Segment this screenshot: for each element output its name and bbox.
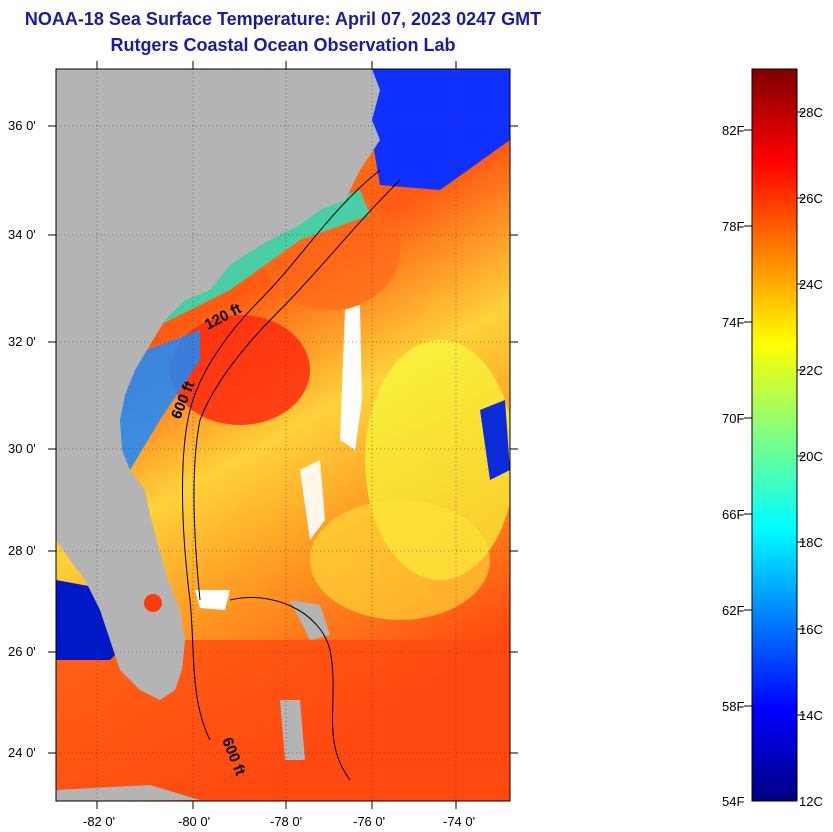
colorbar-f-ticks bbox=[744, 129, 752, 707]
colorbar-f-label: 70F bbox=[722, 411, 744, 426]
colorbar-c-label: 12C bbox=[799, 794, 823, 809]
lake-okeechobee bbox=[144, 594, 162, 612]
latitude-label: 26 0' bbox=[8, 644, 36, 659]
bathymetry-contour bbox=[193, 179, 401, 601]
latitude-label: 28 0' bbox=[8, 543, 36, 558]
colorbar-f-label: 54F bbox=[722, 794, 744, 809]
sst-map bbox=[56, 69, 510, 801]
moderate-water-patch bbox=[310, 500, 490, 620]
latitude-label: 36 0' bbox=[8, 118, 36, 133]
colorbar: 82F 78F 74F 70F 66F 62F 58F 54F 28C 26C … bbox=[722, 68, 823, 809]
map-frame bbox=[55, 68, 511, 802]
colorbar-c-label: 16C bbox=[799, 622, 823, 637]
bathymetry-contour bbox=[229, 596, 351, 781]
cold-patch bbox=[480, 400, 510, 480]
cloud-patch bbox=[195, 590, 230, 610]
bathymetry-contour bbox=[182, 169, 381, 741]
latitude-labels: 36 0' 34 0' 32 0' 30 0' 28 0' 26 0' 24 0… bbox=[8, 118, 36, 760]
colorbar-c-label: 20C bbox=[799, 449, 823, 464]
colorbar-c-label: 24C bbox=[799, 277, 823, 292]
longitude-label: -76 0' bbox=[353, 814, 385, 829]
colorbar-c-label: 26C bbox=[799, 191, 823, 206]
colorbar-f-label: 78F bbox=[722, 219, 744, 234]
land-mass bbox=[56, 69, 380, 700]
latitude-label: 34 0' bbox=[8, 227, 36, 242]
latitude-label: 24 0' bbox=[8, 745, 36, 760]
longitude-label: -80 0' bbox=[178, 814, 210, 829]
colorbar-f-label: 66F bbox=[722, 507, 744, 522]
bahamas-island bbox=[290, 600, 330, 640]
warm-gulf-stream-core bbox=[170, 315, 310, 425]
cloud-patch bbox=[300, 460, 325, 540]
colorbar-f-label: 82F bbox=[722, 123, 744, 138]
cuba-edge bbox=[56, 785, 200, 801]
longitude-labels: -82 0' -80 0' -78 0' -76 0' -74 0' bbox=[83, 814, 475, 829]
longitude-label: -74 0' bbox=[443, 814, 475, 829]
cool-shelf-water bbox=[150, 190, 370, 330]
latitude-label: 30 0' bbox=[8, 441, 36, 456]
colorbar-f-label: 62F bbox=[722, 603, 744, 618]
cloud-patch bbox=[340, 305, 362, 450]
colorbar-c-label: 14C bbox=[799, 708, 823, 723]
axis-ticks bbox=[48, 61, 518, 809]
colorbar-f-label: 58F bbox=[722, 699, 744, 714]
cold-northern-shelf bbox=[360, 69, 510, 190]
map-subtitle: Rutgers Coastal Ocean Observation Lab bbox=[110, 35, 456, 55]
colorbar-c-ticks bbox=[797, 111, 805, 716]
latitude-label: 32 0' bbox=[8, 334, 36, 349]
colorbar-c-label: 28C bbox=[799, 105, 823, 120]
longitude-label: -82 0' bbox=[83, 814, 115, 829]
longitude-label: -78 0' bbox=[270, 814, 302, 829]
colorbar-c-label: 22C bbox=[799, 363, 823, 378]
map-title: NOAA-18 Sea Surface Temperature: April 0… bbox=[24, 9, 542, 29]
colorbar-c-label: 18C bbox=[799, 535, 823, 550]
colorbar-f-label: 74F bbox=[722, 315, 744, 330]
colorbar-scale bbox=[751, 68, 798, 802]
